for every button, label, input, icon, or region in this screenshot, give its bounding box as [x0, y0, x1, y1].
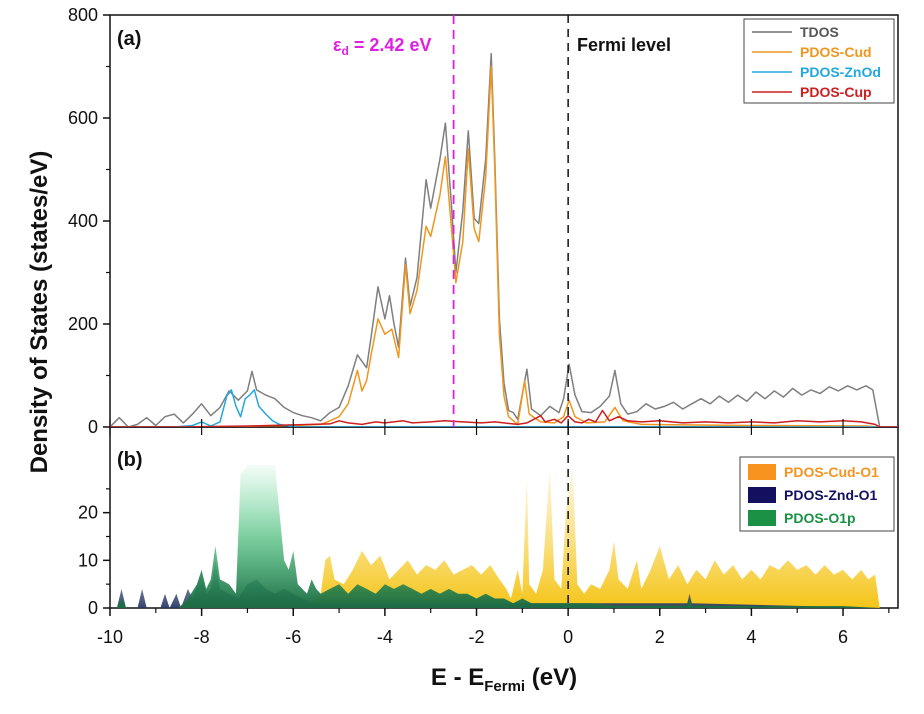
panel-a-label: (a) [117, 28, 141, 50]
legend-a: TDOS PDOS-Cud PDOS-ZnOd PDOS-Cup [743, 18, 895, 104]
x-tick-label: 0 [563, 627, 573, 647]
legend-b: PDOS-Cud-O1 PDOS-Znd-O1 PDOS-O1p [739, 456, 895, 532]
legend-b-znd-swatch [748, 487, 776, 503]
x-axis-title-unit: (eV) [525, 664, 577, 691]
x-tick-label: -4 [377, 627, 393, 647]
x-axis-title: E - EFermi (eV) [431, 664, 577, 695]
panel-b-label: (b) [117, 449, 143, 471]
y-tick-label: 10 [78, 550, 98, 570]
panel-a-series [110, 52, 898, 427]
legend-b-o1p-swatch [748, 510, 776, 526]
series-line-pdos-cup [110, 409, 898, 427]
y-tick-label: 0 [88, 417, 98, 437]
x-tick-label: 6 [838, 627, 848, 647]
y-tick-label: 600 [68, 108, 98, 128]
d-band-annot-eps: ε [333, 35, 342, 55]
y-tick-label: 0 [88, 598, 98, 618]
x-tick-label: -6 [285, 627, 301, 647]
legend-b-o1p-label: PDOS-O1p [784, 510, 856, 526]
y-tick-label: 400 [68, 211, 98, 231]
x-axis-title-main: E - E [431, 664, 484, 691]
y-axis-title: Density of States (states/eV) [26, 151, 53, 474]
axis-ticks: -10 -8 -6 -4 -2 0 2 4 6 0 200 400 600 800 0 10 20 [68, 5, 890, 647]
d-band-annot-value: = 2.42 eV [349, 35, 432, 55]
y-tick-label: 20 [78, 503, 98, 523]
legend-b-cud-swatch [748, 464, 776, 480]
x-axis-title-sub: Fermi [484, 678, 525, 695]
legend-a-znod-label: PDOS-ZnOd [800, 64, 881, 80]
x-tick-label: -2 [469, 627, 485, 647]
legend-a-cud-label: PDOS-Cud [800, 44, 872, 60]
legend-b-cud-label: PDOS-Cud-O1 [784, 464, 879, 480]
y-tick-label: 800 [68, 5, 98, 25]
series-area-pdos-o1p [110, 465, 898, 608]
x-tick-label: -8 [194, 627, 210, 647]
series-line-tdos [110, 52, 898, 427]
legend-a-cup-label: PDOS-Cup [800, 84, 872, 100]
panel-b-series [110, 465, 898, 608]
series-area-pdos-cud-o1 [110, 465, 898, 608]
legend-b-znd-label: PDOS-Znd-O1 [784, 487, 878, 503]
legend-a-box [743, 18, 895, 104]
series-line-pdos-znod [110, 389, 898, 427]
x-tick-label: -10 [97, 627, 123, 647]
x-tick-label: 4 [746, 627, 756, 647]
d-band-center-annotation: εd = 2.42 eV [333, 35, 431, 58]
y-tick-label: 200 [68, 314, 98, 334]
fermi-level-annotation: Fermi level [577, 35, 671, 55]
legend-a-tdos-label: TDOS [800, 24, 839, 40]
d-band-annot-sub: d [342, 44, 349, 58]
x-tick-label: 2 [655, 627, 665, 647]
